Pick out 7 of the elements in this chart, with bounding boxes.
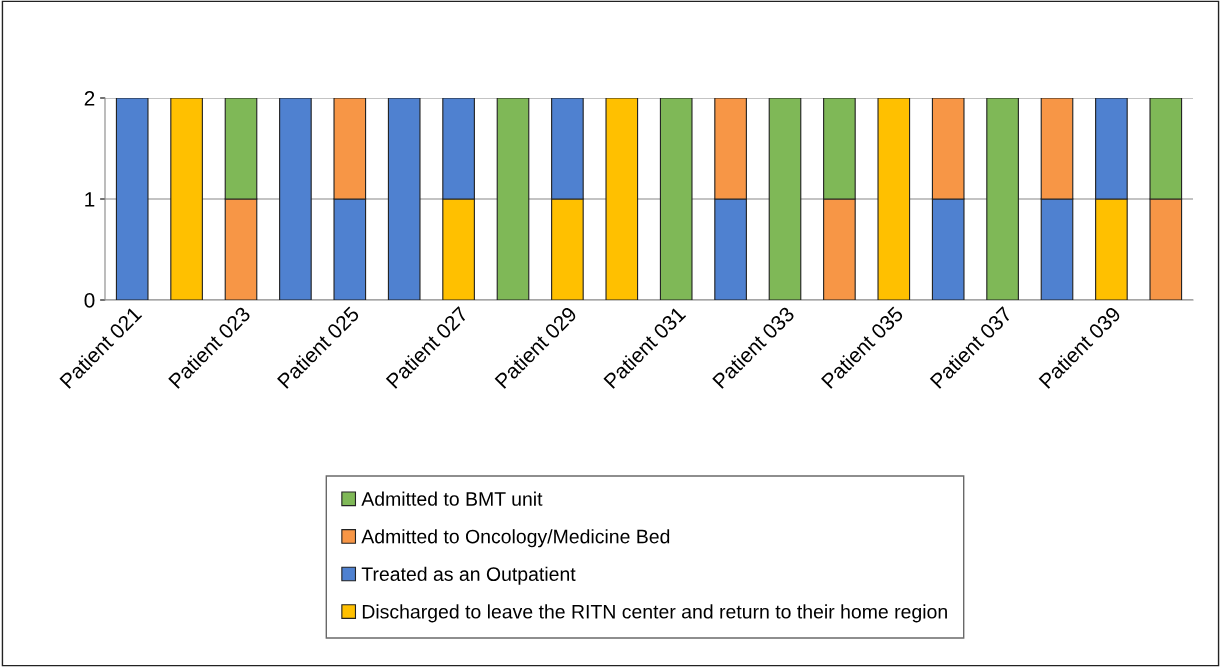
legend-label: Admitted to Oncology/Medicine Bed xyxy=(361,529,670,548)
legend-label: Admitted to BMT unit xyxy=(361,491,543,506)
y-tick-label: 1 xyxy=(85,192,95,207)
y-tick-label: 2 xyxy=(84,91,95,106)
legend-label: Treated as an Outpatient xyxy=(361,566,576,585)
legend-label: Discharged to leave the RITN center and return to their home region xyxy=(362,604,947,623)
y-tick-label: 0 xyxy=(84,293,95,308)
